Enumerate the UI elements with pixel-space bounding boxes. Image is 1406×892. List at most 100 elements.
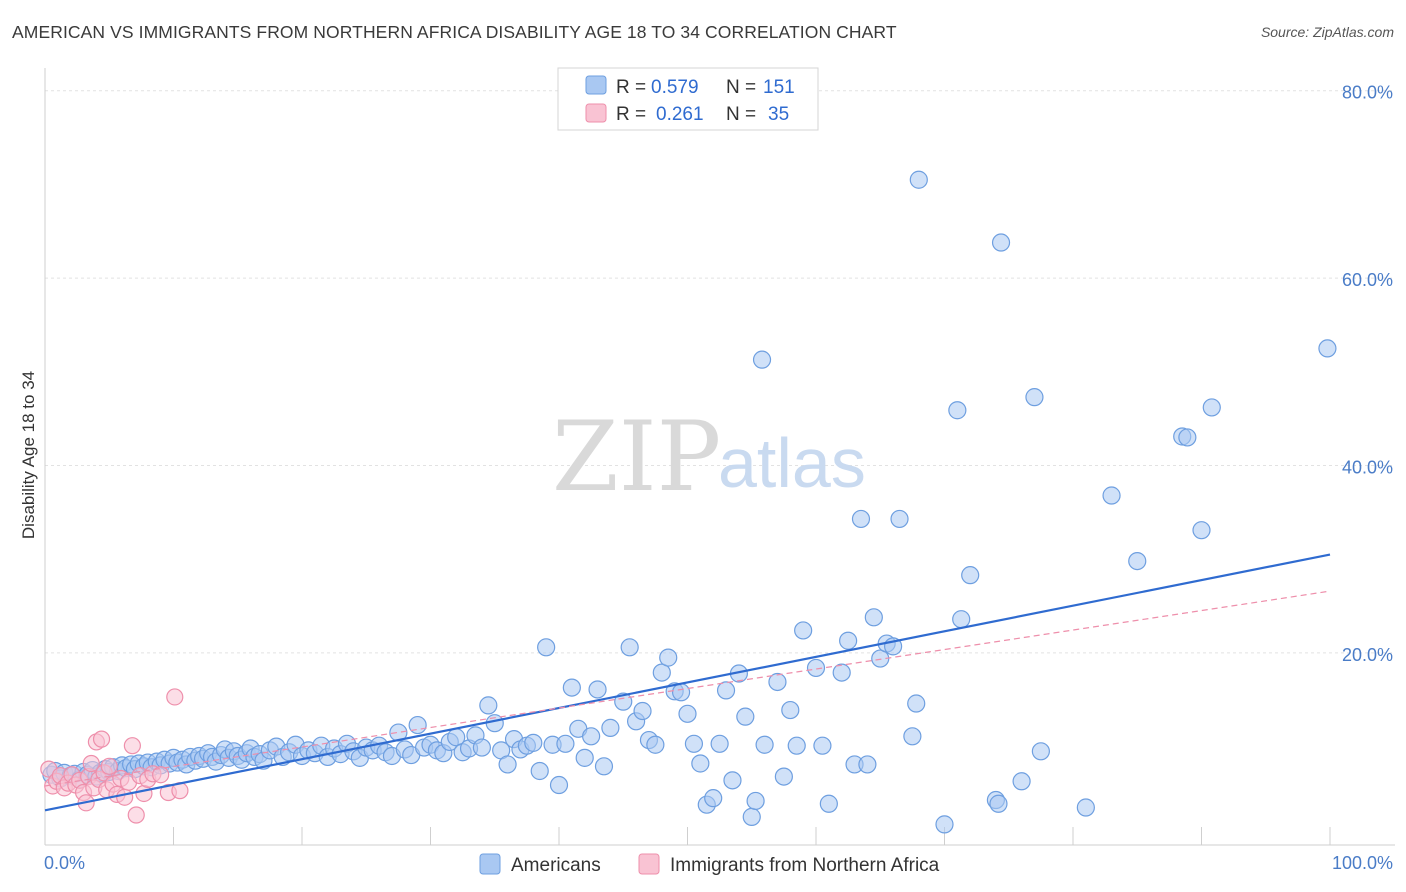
legend-swatch-immigrants [585,103,607,123]
americans-point-120 [716,681,736,700]
americans-point-165 [1202,398,1221,417]
americans-point-87 [498,755,517,774]
americans-point-115 [684,734,704,753]
americans-point-116 [691,754,710,773]
watermark: ZIP atlas [552,401,866,513]
immigrants-point-26 [127,806,145,824]
americans-point-148 [909,170,928,189]
americans-point-102 [594,757,614,776]
americans-point-121 [723,771,742,790]
legend-n-label-2: N = [726,104,756,125]
top-legend: R = 0.579 N = 151 R = 0.261 N = 35 [557,67,819,131]
americans-point-127 [755,735,774,754]
americans-point-133 [806,658,826,678]
americans-point-129 [774,767,793,786]
americans-point-91 [524,733,543,752]
americans-point-105 [620,638,639,657]
trend-line-americans [44,553,1331,812]
americans-point-155 [991,233,1011,252]
legend-r-label-2: R = [616,104,646,125]
americans-point-166 [1318,339,1337,358]
americans-point-163 [1178,428,1197,447]
americans-point-113 [671,683,691,702]
bottom-legend-swatch-immigrants [638,853,660,875]
americans-point-126 [752,350,772,369]
americans-point-130 [781,700,800,720]
trend-lines [44,553,1331,812]
americans-point-137 [839,631,858,650]
americans-point-125 [746,791,765,811]
y-tick-label-3: 80.0% [1342,83,1393,103]
americans-point-119 [710,734,729,753]
americans-point-107 [633,701,652,721]
immigrants-point-33 [166,688,184,706]
americans-point-135 [819,794,838,813]
americans-point-97 [562,678,581,697]
y-axis-label: Disability Age 18 to 34 [19,371,38,539]
chart-title: AMERICAN VS IMMIGRANTS FROM NORTHERN AFR… [12,22,897,42]
immigrants-point-12 [82,754,100,773]
legend-n-immigrants: 35 [768,104,789,125]
americans-point-156 [1012,772,1031,791]
americans-point-114 [678,704,697,723]
americans-point-83 [472,738,491,757]
americans-point-73 [408,715,427,735]
americans-point-136 [832,663,851,682]
watermark-atlas: atlas [718,424,866,502]
legend-swatch-americans [585,75,607,95]
americans-point-146 [903,727,922,746]
americans-point-132 [794,621,813,640]
immigrants-point-23 [116,788,134,806]
americans-point-92 [530,761,549,781]
y-tick-label-1: 40.0% [1342,458,1393,478]
x-tick-labels: 0.0% 100.0% [44,853,1393,873]
y-tick-label-0: 20.0% [1342,645,1393,665]
bottom-legend-swatch-americans [479,853,501,875]
americans-point-164 [1192,521,1211,540]
americans-point-151 [952,610,971,629]
americans-point-147 [907,694,926,713]
legend-n-americans: 151 [763,77,795,98]
americans-point-161 [1128,551,1147,571]
bottom-legend-immigrants: Immigrants from Northern Africa [670,855,940,876]
americans-point-139 [851,509,871,529]
americans-point-101 [588,680,607,699]
americans-point-131 [787,736,806,755]
watermark-zip: ZIP [552,401,721,513]
americans-point-140 [858,755,877,774]
americans-point-154 [989,794,1008,813]
americans-point-141 [864,608,883,627]
americans-point-110 [652,663,671,682]
legend-r-americans: 0.579 [651,77,699,98]
legend-r-immigrants: 0.261 [656,104,704,125]
americans-point-123 [736,707,755,726]
americans-point-134 [813,736,832,755]
immigrants-point-28 [135,784,153,803]
americans-point-124 [742,807,761,826]
americans-point-103 [601,718,620,737]
y-tick-label-2: 60.0% [1342,270,1393,290]
x-tick-label-1: 100.0% [1332,853,1393,873]
americans-point-96 [556,734,575,753]
trend-line-immigrants [44,590,1331,787]
americans-point-100 [582,727,601,746]
legend-n-label: N = [726,77,756,98]
source-label: Source: ZipAtlas.com [1260,24,1394,40]
gridlines [45,90,1395,654]
americans-point-160 [1102,486,1121,505]
americans-point-149 [935,815,954,834]
bottom-legend: Americans Immigrants from Northern Afric… [479,853,940,876]
immigrants-point-25 [123,737,141,755]
americans-point-111 [659,648,678,667]
americans-point-93 [537,638,556,657]
americans-point-118 [704,789,723,808]
americans-point-84 [479,696,498,715]
americans-point-150 [948,401,967,420]
americans-point-157 [1025,388,1044,407]
americans-point-159 [1076,798,1095,817]
immigrants-point-16 [92,730,111,748]
americans-point-99 [575,748,594,767]
americans-point-95 [549,775,569,795]
americans-point-152 [961,566,980,585]
